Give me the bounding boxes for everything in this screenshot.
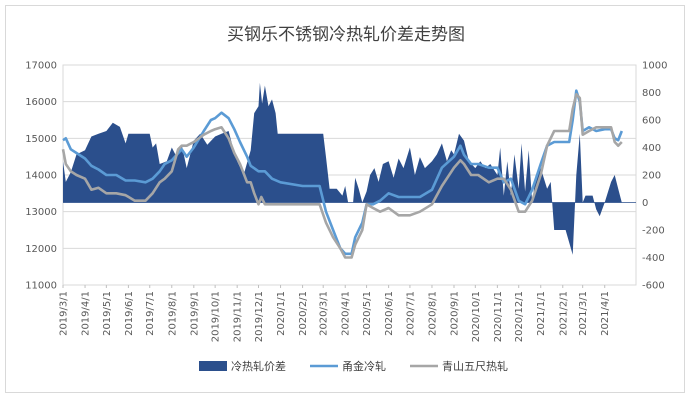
y-right-tick-label: 600 bbox=[642, 116, 661, 127]
y-axis-left: 11000 12000 13000 14000 15000 16000 17000 bbox=[25, 61, 57, 292]
x-tick-label: 2021/1/1 bbox=[536, 291, 547, 336]
x-tick-label: 2019/10/1 bbox=[211, 291, 222, 342]
x-tick-label: 2020/4/1 bbox=[341, 291, 352, 336]
x-tick-label: 2019/4/1 bbox=[81, 291, 92, 336]
x-tick-label: 2020/1/1 bbox=[276, 291, 287, 336]
line-series-layer bbox=[61, 89, 624, 259]
y-left-tick-label: 15000 bbox=[25, 134, 57, 145]
y-right-tick-label: -600 bbox=[642, 281, 665, 292]
x-tick-label: 2020/9/1 bbox=[450, 291, 461, 336]
y-left-tick-label: 12000 bbox=[25, 244, 57, 255]
legend-label: 甬金冷轧 bbox=[342, 359, 386, 373]
x-tick-label: 2019/11/1 bbox=[233, 291, 244, 342]
y-right-tick-label: 200 bbox=[642, 171, 661, 182]
legend-swatch bbox=[199, 361, 227, 371]
y-right-tick-label: -400 bbox=[642, 253, 665, 264]
chart-title: 买钢乐不锈钢冷热轧价差走势图 bbox=[227, 25, 465, 45]
y-left-tick-label: 17000 bbox=[25, 61, 57, 72]
legend-label: 青山五尺热轧 bbox=[442, 359, 508, 373]
y-right-tick-label: 400 bbox=[642, 143, 661, 154]
x-tick-label: 2019/8/1 bbox=[167, 291, 178, 336]
x-tick-label: 2019/5/1 bbox=[102, 291, 113, 336]
x-tick-label: 2020/8/1 bbox=[428, 291, 439, 336]
y-right-tick-label: 800 bbox=[642, 88, 661, 99]
x-tick-label: 2020/2/1 bbox=[298, 291, 309, 336]
legend: 冷热轧价差 甬金冷轧 青山五尺热轧 bbox=[199, 359, 508, 373]
x-tick-label: 2021/3/1 bbox=[578, 291, 589, 336]
chart-frame: 买钢乐不锈钢冷热轧价差走势图 11000 12000 13000 14000 15000… bbox=[5, 5, 685, 393]
legend-label: 冷热轧价差 bbox=[231, 359, 286, 373]
series-line-yongjin-cold bbox=[62, 89, 624, 256]
x-tick-label: 2020/6/1 bbox=[384, 291, 395, 336]
x-tick-label: 2020/12/1 bbox=[514, 291, 525, 342]
x-tick-label: 2019/7/1 bbox=[145, 291, 156, 336]
y-left-tick-label: 11000 bbox=[25, 281, 57, 292]
y-right-tick-label: -200 bbox=[642, 226, 665, 237]
x-tick-label: 2019/9/1 bbox=[189, 291, 200, 336]
x-axis: 2019/3/1 2019/4/1 2019/5/1 2019/6/1 2019/7/1… bbox=[59, 285, 611, 342]
area-series-layer bbox=[63, 82, 622, 255]
x-tick-label: 2020/7/1 bbox=[405, 291, 416, 336]
x-tick-label: 2020/10/1 bbox=[471, 291, 482, 342]
x-tick-label: 2020/3/1 bbox=[319, 291, 330, 336]
series-area-spread bbox=[63, 82, 622, 255]
y-right-tick-label: 1000 bbox=[642, 61, 667, 72]
x-tick-label: 2021/2/1 bbox=[558, 291, 569, 336]
x-tick-label: 2020/11/1 bbox=[493, 291, 504, 342]
chart-svg: 买钢乐不锈钢冷热轧价差走势图 11000 12000 13000 14000 15000… bbox=[25, 25, 667, 373]
x-tick-label: 2019/6/1 bbox=[124, 291, 135, 336]
y-right-tick-label: 0 bbox=[642, 198, 648, 209]
y-left-tick-label: 16000 bbox=[25, 97, 57, 108]
x-tick-label: 2020/5/1 bbox=[362, 291, 373, 336]
x-tick-label: 2021/4/1 bbox=[600, 291, 611, 336]
y-axis-right: -600 -400 -200 0 200 400 600 800 1000 bbox=[642, 61, 667, 292]
series-line-tsingshan-hot bbox=[61, 93, 623, 259]
y-left-tick-label: 14000 bbox=[25, 171, 57, 182]
x-tick-label: 2019/12/1 bbox=[254, 291, 265, 342]
y-left-tick-label: 13000 bbox=[25, 207, 57, 218]
x-tick-label: 2019/3/1 bbox=[59, 291, 70, 336]
